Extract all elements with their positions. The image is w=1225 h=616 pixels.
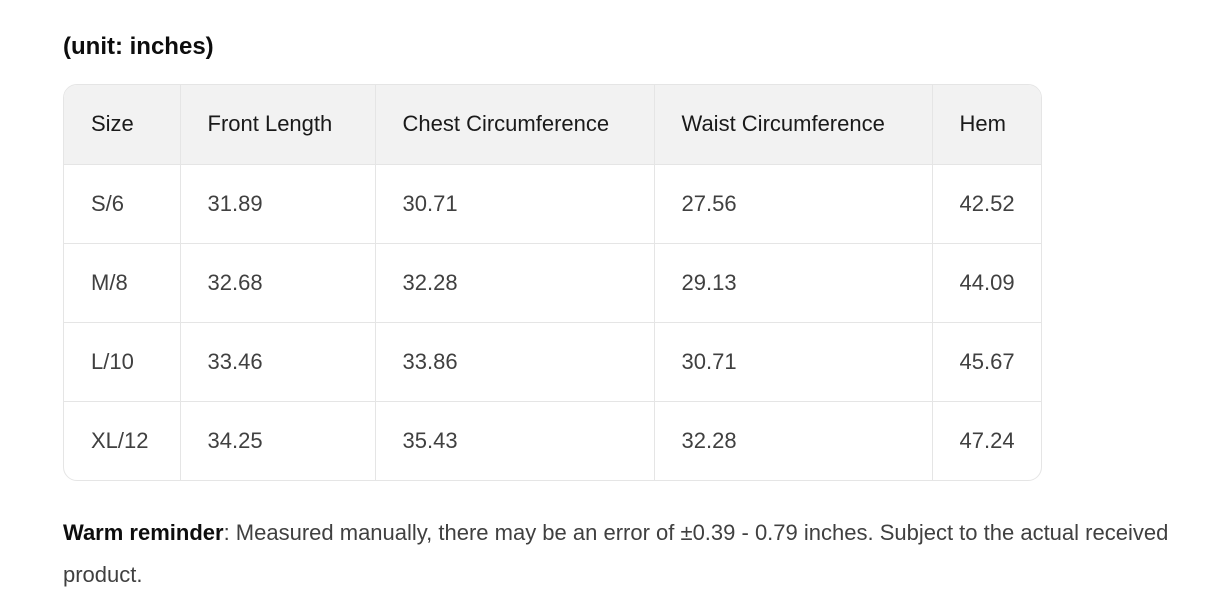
cell-waist: 29.13 bbox=[654, 243, 933, 323]
cell-waist: 30.71 bbox=[654, 322, 933, 402]
cell-waist: 32.28 bbox=[654, 401, 933, 480]
cell-chest: 33.86 bbox=[375, 322, 655, 402]
cell-chest: 30.71 bbox=[375, 164, 655, 244]
unit-heading: (unit: inches) bbox=[63, 33, 214, 60]
table-row: L/10 33.46 33.86 30.71 45.67 bbox=[64, 322, 1041, 402]
header-size: Size bbox=[64, 85, 181, 165]
cell-hem: 45.67 bbox=[932, 322, 1041, 402]
cell-size: M/8 bbox=[64, 243, 181, 323]
header-hem: Hem bbox=[932, 85, 1041, 165]
table-header-row: Size Front Length Chest Circumference Wa… bbox=[64, 85, 1041, 165]
header-chest-circumference: Chest Circumference bbox=[375, 85, 655, 165]
warm-reminder-label: Warm reminder bbox=[63, 520, 224, 545]
warm-reminder: Warm reminder: Measured manually, there … bbox=[63, 512, 1183, 596]
table-row: S/6 31.89 30.71 27.56 42.52 bbox=[64, 164, 1041, 244]
size-chart-table: Size Front Length Chest Circumference Wa… bbox=[64, 85, 1041, 480]
cell-front-length: 31.89 bbox=[180, 164, 376, 244]
cell-front-length: 32.68 bbox=[180, 243, 376, 323]
header-waist-circumference: Waist Circumference bbox=[654, 85, 933, 165]
cell-waist: 27.56 bbox=[654, 164, 933, 244]
cell-hem: 42.52 bbox=[932, 164, 1041, 244]
cell-front-length: 34.25 bbox=[180, 401, 376, 480]
cell-size: S/6 bbox=[64, 164, 181, 244]
cell-chest: 32.28 bbox=[375, 243, 655, 323]
cell-size: XL/12 bbox=[64, 401, 181, 480]
cell-front-length: 33.46 bbox=[180, 322, 376, 402]
cell-hem: 47.24 bbox=[959, 427, 1015, 453]
cell-hem: 44.09 bbox=[932, 243, 1041, 323]
warm-reminder-text: : Measured manually, there may be an err… bbox=[63, 520, 1169, 587]
table-row: XL/12 34.25 35.43 32.28 47.24 bbox=[64, 401, 1041, 480]
size-chart-table-container: Size Front Length Chest Circumference Wa… bbox=[63, 84, 1042, 481]
header-front-length: Front Length bbox=[180, 85, 376, 165]
cell-size: L/10 bbox=[64, 322, 181, 402]
cell-chest: 35.43 bbox=[375, 401, 655, 480]
table-row: M/8 32.68 32.28 29.13 44.09 bbox=[64, 243, 1041, 323]
